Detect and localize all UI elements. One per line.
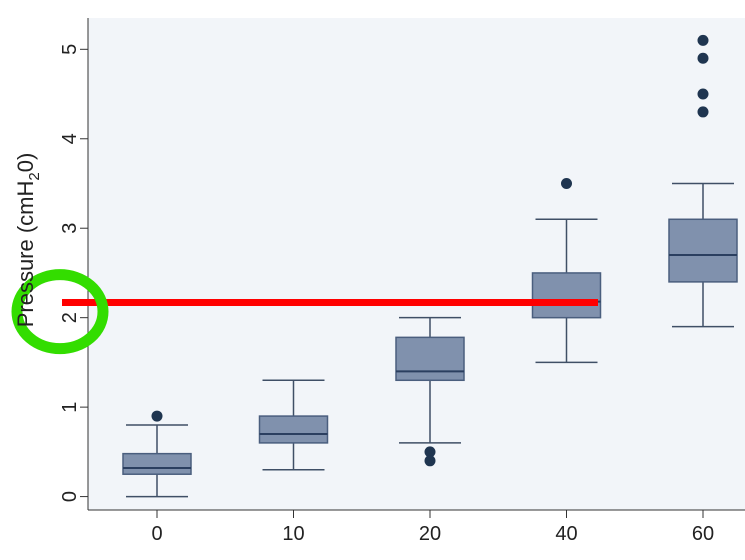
outlier-point	[151, 410, 163, 422]
box-iqr	[395, 336, 465, 382]
box-iqr	[122, 452, 192, 475]
outlier-point	[561, 177, 572, 189]
x-tick-label: 60	[692, 523, 714, 545]
ticks-layer: 0 1 2 3 4 5 0 10 20 40 60	[59, 44, 714, 545]
outlier-point	[424, 455, 436, 467]
y-tick-label: 2	[59, 312, 81, 323]
highlight-circle	[11, 269, 109, 355]
box-group-40	[531, 177, 602, 364]
box-group-20	[395, 316, 465, 467]
annotations-layer	[11, 269, 598, 355]
y-tick-label: 3	[59, 223, 81, 234]
y-tick-label: 4	[59, 133, 81, 144]
y-axis-title-sub: 2	[26, 172, 43, 180]
x-tick-label: 10	[282, 523, 304, 545]
box-iqr	[668, 218, 738, 283]
box-group-0	[122, 410, 192, 498]
outlier-point	[424, 446, 436, 458]
y-tick-label: 0	[59, 491, 81, 502]
y-axis-title: Pressure (cmH20)	[13, 153, 43, 328]
y-axis-title-end: 0)	[13, 153, 38, 173]
boxes-layer	[122, 34, 738, 498]
box-group-60	[668, 34, 738, 328]
box-group-10	[258, 379, 329, 471]
y-axis-title-main: Pressure (cmH	[13, 181, 38, 328]
plot-area	[88, 18, 745, 510]
box-iqr	[258, 415, 329, 444]
outlier-point	[697, 52, 709, 64]
y-tick-label: 1	[59, 402, 81, 413]
outlier-point	[697, 34, 709, 46]
box-iqr	[531, 272, 602, 319]
y-tick-label: 5	[59, 44, 81, 55]
outlier-point	[697, 88, 709, 100]
x-tick-label: 40	[555, 523, 577, 545]
x-tick-label: 0	[151, 523, 162, 545]
outlier-point	[697, 106, 709, 118]
x-tick-label: 20	[419, 523, 441, 545]
